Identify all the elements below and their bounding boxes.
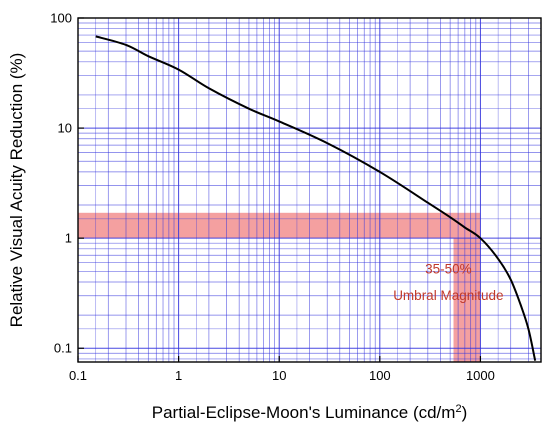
annotations: 35-50% Umbral Magnitude (393, 261, 503, 303)
y-tick-label: 100 (50, 11, 72, 26)
y-tick-label: 10 (58, 121, 72, 136)
y-tick-label: 1 (65, 231, 72, 246)
annotation-label: 35-50% (425, 261, 472, 276)
x-axis-title: Partial-Eclipse-Moon's Luminance (cd/m2) (152, 403, 468, 422)
x-tick-label: 0.1 (69, 368, 87, 383)
data-curve (95, 35, 537, 361)
x-tick-label: 1 (175, 368, 182, 383)
axis-ticks: 0.1 1 10 100 1000 0.1 1 10 100 (50, 11, 495, 384)
y-axis-title: Relative Visual Acuity Reduction (%) (7, 53, 26, 328)
y-tick-label: 0.1 (54, 341, 72, 356)
curve-layer (95, 35, 537, 361)
grid (77, 18, 542, 362)
x-tick-label: 100 (369, 368, 391, 383)
plot-frame (77, 17, 542, 363)
annotation-label: Umbral Magnitude (393, 288, 503, 303)
x-tick-label: 10 (272, 368, 286, 383)
x-tick-label: 1000 (466, 368, 495, 383)
